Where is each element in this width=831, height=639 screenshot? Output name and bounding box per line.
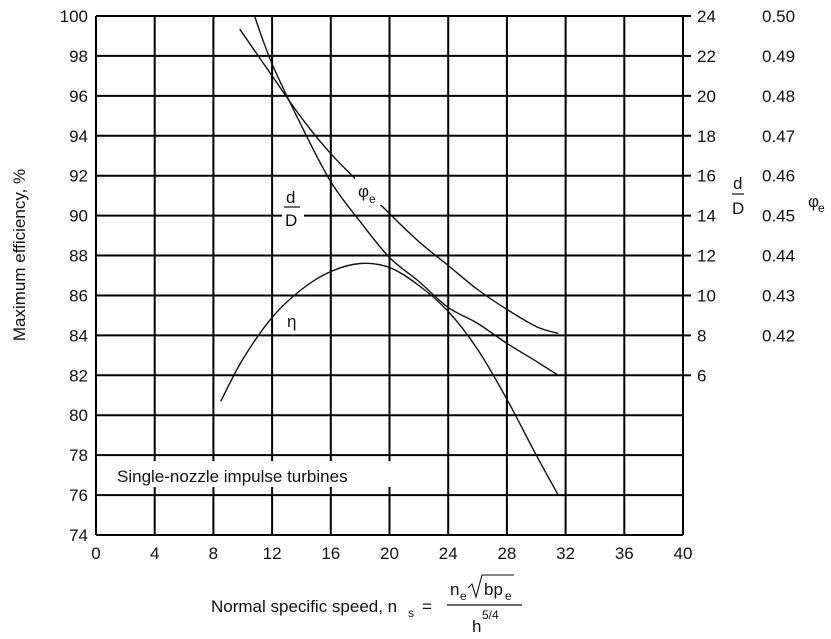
annotation-text: Single-nozzle impulse turbines bbox=[117, 467, 348, 486]
x-axis-label-sub: s bbox=[408, 606, 414, 620]
phi-tick-label-8: 0.42 bbox=[762, 326, 795, 345]
phi-tick-label-4: 0.46 bbox=[762, 167, 795, 186]
dD-curve-label: d D bbox=[282, 186, 304, 230]
x-axis-formula-root: bp bbox=[484, 580, 503, 599]
right-axis-dD-num: d bbox=[733, 174, 742, 193]
phi-tick-label-7: 0.43 bbox=[762, 286, 795, 305]
x-axis-label: Normal specific speed, n s = n e bp e h … bbox=[211, 574, 522, 636]
y-axis-left-label: Maximum efficiency, % bbox=[10, 169, 29, 341]
phi-curve-label: φ e bbox=[355, 177, 383, 206]
right-axis-phi-label: φ e bbox=[808, 192, 825, 215]
x-axis-formula-den: h bbox=[472, 617, 481, 636]
phi-tick-label-2: 0.48 bbox=[762, 87, 795, 106]
x-tick-label-8: 32 bbox=[556, 544, 575, 563]
x-axis-label-equals: = bbox=[422, 597, 432, 616]
dD-tick-label-9: 6 bbox=[697, 366, 706, 385]
sqrt-sign bbox=[467, 574, 514, 599]
y-left-tick-label-13: 100 bbox=[60, 7, 88, 26]
y-left-tick-label-6: 86 bbox=[69, 286, 88, 305]
y-left-tick-label-10: 94 bbox=[69, 127, 88, 146]
dD-tick-label-3: 18 bbox=[697, 127, 716, 146]
eta-curve-label: η bbox=[287, 312, 296, 331]
annotation-backdrop bbox=[112, 461, 417, 487]
y-left-tick-label-8: 90 bbox=[69, 207, 88, 226]
dD-tick-label-5: 14 bbox=[697, 207, 716, 226]
dD-tick-label-1: 22 bbox=[697, 47, 716, 66]
phi-curve bbox=[239, 28, 559, 335]
y-left-tick-label-9: 92 bbox=[69, 167, 88, 186]
curves bbox=[220, 15, 559, 496]
x-tick-label-3: 12 bbox=[263, 544, 282, 563]
dD-tick-label-2: 20 bbox=[697, 87, 716, 106]
dD-tick-label-0: 24 bbox=[697, 7, 716, 26]
phi-tick-label-0: 0.50 bbox=[762, 7, 795, 26]
y-left-tick-label-11: 96 bbox=[69, 87, 88, 106]
right-axis-phi-sub: e bbox=[818, 201, 825, 215]
x-tick-label-0: 0 bbox=[91, 544, 100, 563]
x-tick-label-7: 28 bbox=[497, 544, 516, 563]
y-left-tick-label-7: 88 bbox=[69, 247, 88, 266]
tick-labels: 0 4 8 12 16 20 24 28 32 36 40747678808284868890929… bbox=[60, 7, 795, 563]
grid bbox=[95, 15, 691, 536]
x-axis-formula-n-sub: e bbox=[460, 589, 467, 603]
phi-curve-label-symbol: φ bbox=[358, 182, 369, 201]
y-left-tick-label-2: 78 bbox=[69, 446, 88, 465]
y-left-tick-label-0: 74 bbox=[69, 526, 88, 545]
eta-curve bbox=[220, 262, 559, 496]
dD-tick-label-7: 10 bbox=[697, 286, 716, 305]
y-left-tick-label-3: 80 bbox=[69, 406, 88, 425]
y-left-tick-label-1: 76 bbox=[69, 486, 88, 505]
phi-tick-label-1: 0.49 bbox=[762, 47, 795, 66]
x-tick-label-6: 24 bbox=[439, 544, 458, 563]
x-tick-label-9: 36 bbox=[615, 544, 634, 563]
y-left-tick-label-12: 98 bbox=[69, 47, 88, 66]
phi-curve-label-sub: e bbox=[369, 192, 376, 206]
x-tick-label-2: 8 bbox=[209, 544, 218, 563]
dD-curve bbox=[253, 15, 559, 376]
x-axis-formula-n: n bbox=[450, 580, 459, 599]
x-tick-label-5: 20 bbox=[380, 544, 399, 563]
dD-curve-label-den: D bbox=[285, 211, 297, 230]
y-left-tick-label-4: 82 bbox=[69, 366, 88, 385]
x-axis-formula-den-sup: 5/4 bbox=[482, 608, 499, 622]
dD-tick-label-8: 8 bbox=[697, 326, 706, 345]
x-axis-formula-root-sub: e bbox=[505, 589, 512, 603]
phi-tick-label-5: 0.45 bbox=[762, 207, 795, 226]
x-tick-label-4: 16 bbox=[321, 544, 340, 563]
phi-tick-label-6: 0.44 bbox=[762, 247, 795, 266]
dD-curve-label-num: d bbox=[286, 188, 295, 207]
right-axis-dD-label: d D bbox=[732, 174, 744, 218]
phi-tick-label-3: 0.47 bbox=[762, 127, 795, 146]
dD-tick-label-6: 12 bbox=[697, 247, 716, 266]
y-left-tick-label-5: 84 bbox=[69, 326, 88, 345]
right-axis-phi-symbol: φ bbox=[808, 192, 819, 211]
x-tick-label-1: 4 bbox=[150, 544, 159, 563]
x-tick-label-10: 40 bbox=[674, 544, 693, 563]
dD-tick-label-4: 16 bbox=[697, 167, 716, 186]
right-axis-dD-den: D bbox=[732, 199, 744, 218]
x-axis-label-text: Normal specific speed, n bbox=[211, 597, 397, 616]
